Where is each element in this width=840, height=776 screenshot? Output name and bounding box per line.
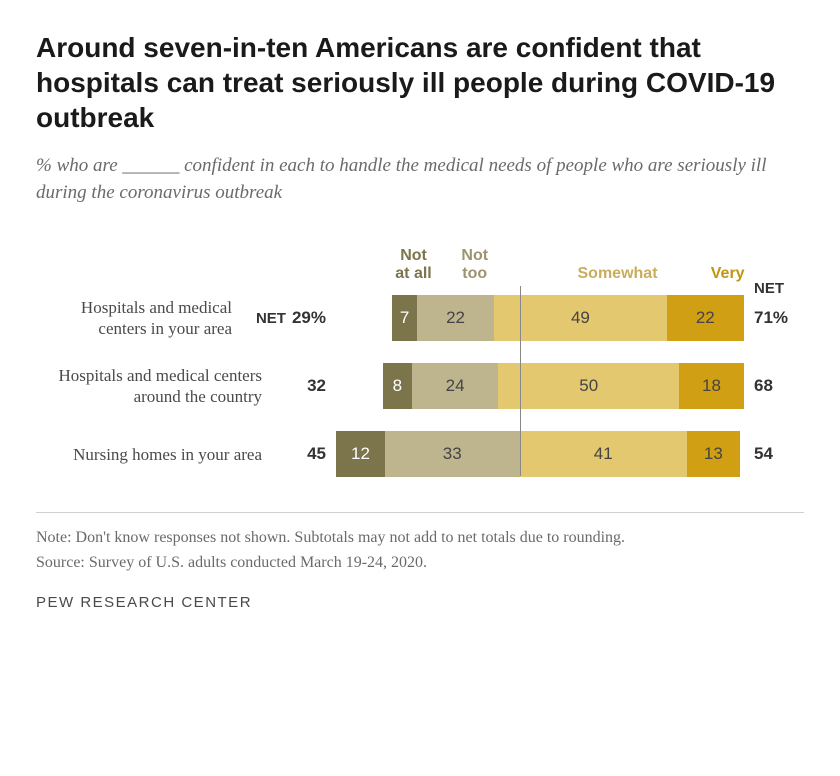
chart-header-row: Notat all Nottoo Somewhat Very xyxy=(36,240,804,284)
row-label: Hospitals and medical centers around the… xyxy=(36,365,272,408)
table-row: Nursing homes in your area451233411354 xyxy=(36,426,804,482)
bar: 7224922 xyxy=(336,295,744,341)
row-label: Nursing homes in your area xyxy=(36,444,272,465)
row-label: Hospitals and medical centers in your ar… xyxy=(36,297,242,340)
footer-brand: PEW RESEARCH CENTER xyxy=(36,594,804,611)
bar-segment-not_too: 24 xyxy=(412,363,499,409)
bar-segment-very: 18 xyxy=(679,363,744,409)
bar-segment-not_at_all: 12 xyxy=(336,431,385,477)
chart-subtitle: % who are ______ confident in each to ha… xyxy=(36,153,804,206)
chart-title: Around seven-in-ten Americans are confid… xyxy=(36,30,804,135)
net-right-value: NET71% xyxy=(744,308,804,328)
net-left-value: 45 xyxy=(272,444,336,464)
column-header-very: Very xyxy=(711,265,745,283)
table-row: Hospitals and medical centers in your ar… xyxy=(36,290,804,346)
bar: 8245018 xyxy=(336,363,744,409)
bar-segment-not_too: 22 xyxy=(417,295,494,341)
net-right-header: NET xyxy=(754,280,784,297)
bar-segment-not_at_all: 8 xyxy=(383,363,412,409)
chart-source: Source: Survey of U.S. adults conducted … xyxy=(36,552,804,574)
column-header-not_at_all: Notat all xyxy=(395,247,431,282)
bar-segment-not_too: 33 xyxy=(385,431,520,477)
column-header-not_too: Nottoo xyxy=(461,247,488,282)
net-left-header: NET xyxy=(256,310,286,327)
table-row: Hospitals and medical centers around the… xyxy=(36,358,804,414)
axis-line xyxy=(520,286,522,476)
chart-note: Note: Don't know responses not shown. Su… xyxy=(36,512,804,549)
net-right-value: 54 xyxy=(744,444,804,464)
bar-segment-very: 13 xyxy=(687,431,740,477)
net-left-value: 32 xyxy=(272,376,336,396)
bar-segment-somewhat: 41 xyxy=(520,431,687,477)
net-left-value: NET29% xyxy=(242,308,336,328)
bar: 12334113 xyxy=(336,431,744,477)
bar-segment-very: 22 xyxy=(667,295,744,341)
chart-area: Notat all Nottoo Somewhat Very Hospitals an… xyxy=(36,240,804,482)
bar-segment-not_at_all: 7 xyxy=(392,295,417,341)
bar-segment-somewhat: 50 xyxy=(498,363,679,409)
net-right-value: 68 xyxy=(744,376,804,396)
column-header-somewhat: Somewhat xyxy=(578,265,658,283)
